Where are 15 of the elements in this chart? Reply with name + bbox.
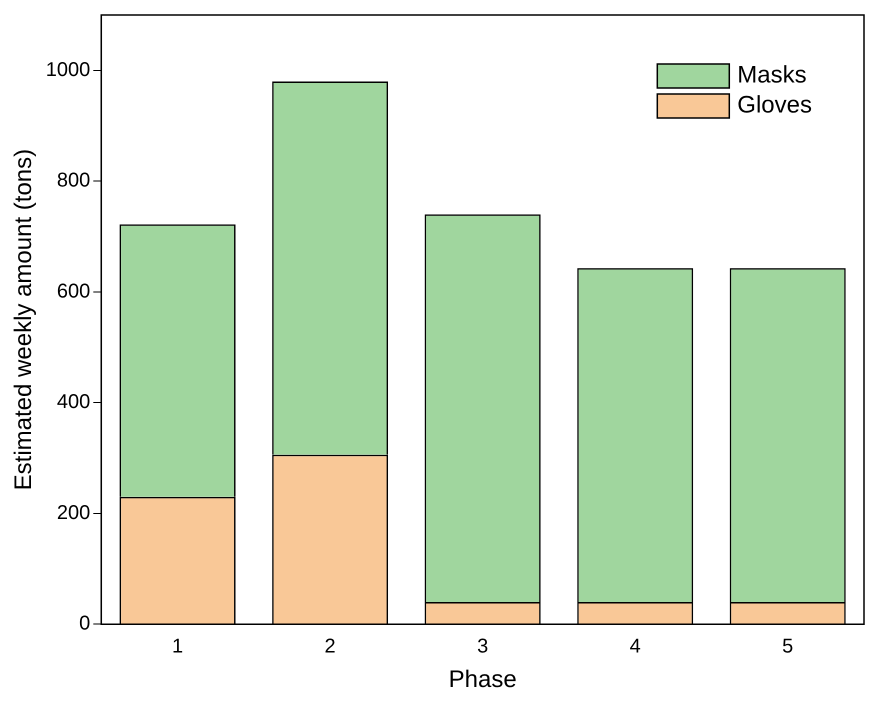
y-tick-label: 1000 — [46, 58, 90, 81]
y-axis-title: Estimated weekly amount (tons) — [10, 148, 38, 490]
x-tick-label: 2 — [324, 636, 336, 658]
x-tick-label: 3 — [477, 636, 488, 658]
y-tick-label: 600 — [56, 280, 90, 302]
legend-label: Masks — [737, 62, 807, 89]
y-tick-label: 0 — [79, 612, 90, 635]
x-tick-label: 1 — [172, 636, 184, 658]
y-tick-label: 400 — [56, 391, 90, 414]
x-tick-label: 4 — [630, 636, 641, 658]
legend-label: Gloves — [737, 92, 812, 119]
x-axis-title: Phase — [448, 666, 517, 694]
y-tick-label: 800 — [56, 170, 90, 192]
x-tick-label: 5 — [782, 636, 794, 658]
y-tick-label: 200 — [56, 502, 90, 524]
